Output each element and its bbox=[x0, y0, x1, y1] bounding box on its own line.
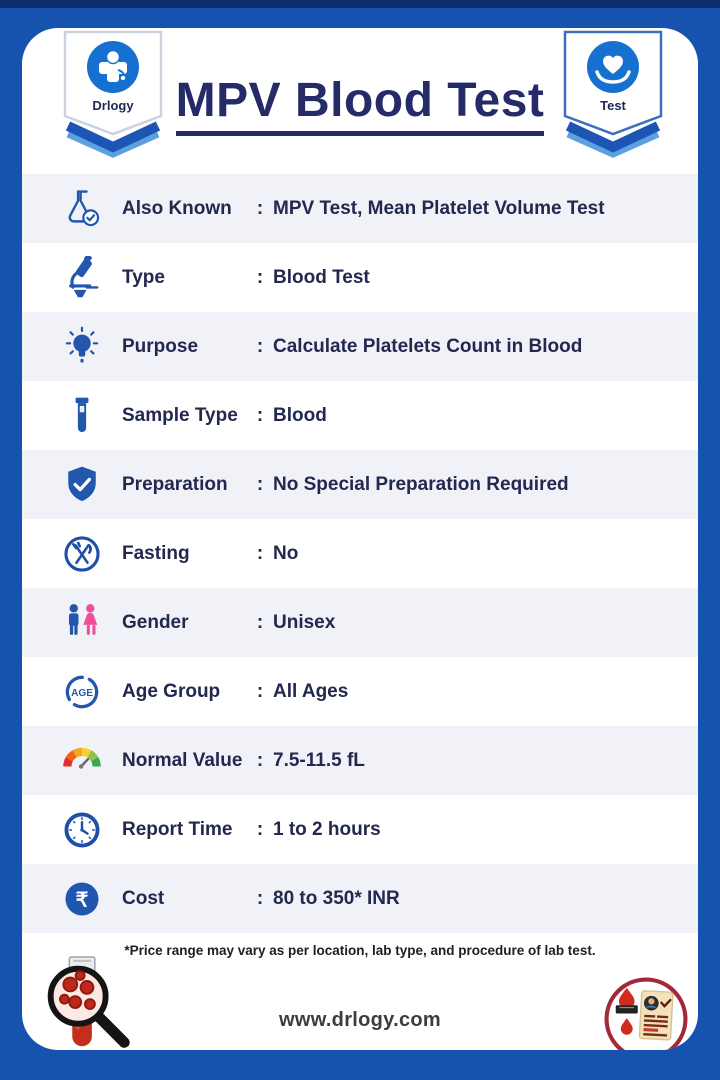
row-sample-type: Sample Type : Blood bbox=[22, 381, 698, 450]
row-value: All Ages bbox=[273, 680, 349, 702]
row-value: 7.5-11.5 fL bbox=[273, 749, 365, 771]
page-title: MPV Blood Test bbox=[175, 75, 545, 137]
row-value: MPV Test, Mean Platelet Volume Test bbox=[273, 197, 605, 219]
row-preparation: Preparation : No Special Preparation Req… bbox=[22, 450, 698, 519]
row-type: Type : Blood Test bbox=[22, 243, 698, 312]
row-gender: Gender : Unisex bbox=[22, 588, 698, 657]
row-value: Calculate Platelets Count in Blood bbox=[273, 335, 583, 357]
test-badge: Test bbox=[560, 30, 666, 166]
row-normal-value: Normal Value : 7.5-11.5 fL bbox=[22, 726, 698, 795]
row-separator: : bbox=[256, 818, 264, 840]
info-rows: Also Known : MPV Test, Mean Platelet Vol… bbox=[22, 174, 698, 967]
hands-holding-heart-icon: Test bbox=[563, 30, 663, 158]
blood-report-badge-icon bbox=[602, 975, 690, 1050]
blood-sample-magnifier-icon bbox=[32, 955, 140, 1050]
row-separator: : bbox=[256, 542, 264, 564]
row-separator: : bbox=[256, 611, 264, 633]
row-separator: : bbox=[256, 197, 264, 219]
row-label: Purpose bbox=[122, 335, 199, 357]
test-tube-icon bbox=[56, 394, 108, 438]
row-value: 80 to 350* INR bbox=[273, 887, 400, 909]
row-value: No bbox=[273, 542, 299, 564]
drlogy-badge-label: Drlogy bbox=[92, 98, 134, 113]
row-label: Type bbox=[122, 266, 165, 288]
no-food-icon bbox=[56, 532, 108, 576]
top-border-strip bbox=[0, 0, 720, 8]
test-badge-label: Test bbox=[600, 98, 626, 113]
svg-text:₹: ₹ bbox=[76, 889, 89, 911]
row-label: Age Group bbox=[122, 680, 221, 702]
row-label: Cost bbox=[122, 887, 165, 909]
age-group-icon: AGE bbox=[56, 670, 108, 714]
row-label: Sample Type bbox=[122, 404, 238, 426]
rupee-icon: ₹ bbox=[56, 877, 108, 921]
row-separator: : bbox=[256, 887, 264, 909]
footer: www.drlogy.com bbox=[22, 956, 698, 1050]
row-purpose: Purpose : Calculate Platelets Count in B… bbox=[22, 312, 698, 381]
drlogy-medical-cross-icon: Drlogy bbox=[63, 30, 163, 158]
row-value: Blood Test bbox=[273, 266, 370, 288]
svg-text:AGE: AGE bbox=[71, 688, 93, 699]
drlogy-logo-badge: Drlogy bbox=[60, 30, 166, 166]
row-separator: : bbox=[256, 473, 264, 495]
row-report-time: Report Time : 1 to 2 hours bbox=[22, 795, 698, 864]
row-value: Blood bbox=[273, 404, 327, 426]
row-also-known: Also Known : MPV Test, Mean Platelet Vol… bbox=[22, 174, 698, 243]
header: Drlogy Test MPV Blood Test bbox=[22, 28, 698, 174]
row-label: Report Time bbox=[122, 818, 233, 840]
website-url: www.drlogy.com bbox=[279, 1009, 441, 1031]
price-disclaimer: *Price range may vary as per location, l… bbox=[22, 933, 698, 967]
row-value: 1 to 2 hours bbox=[273, 818, 381, 840]
row-separator: : bbox=[256, 749, 264, 771]
infographic-card: Drlogy Test MPV Blood Test bbox=[22, 28, 698, 1050]
clock-icon bbox=[56, 808, 108, 852]
row-age-group: AGE Age Group : All Ages bbox=[22, 657, 698, 726]
row-separator: : bbox=[256, 335, 264, 357]
lightbulb-icon bbox=[56, 325, 108, 369]
row-fasting: Fasting : No bbox=[22, 519, 698, 588]
row-cost: ₹ Cost : 80 to 350* INR bbox=[22, 864, 698, 933]
flask-check-icon bbox=[56, 187, 108, 231]
row-separator: : bbox=[256, 404, 264, 426]
row-label: Fasting bbox=[122, 542, 190, 564]
row-separator: : bbox=[256, 266, 264, 288]
row-label: Gender bbox=[122, 611, 189, 633]
row-label: Also Known bbox=[122, 197, 232, 219]
row-label: Preparation bbox=[122, 473, 228, 495]
microscope-icon bbox=[56, 255, 108, 300]
row-value: No Special Preparation Required bbox=[273, 473, 569, 495]
gauge-icon bbox=[56, 739, 108, 783]
row-value: Unisex bbox=[273, 611, 336, 633]
shield-check-icon bbox=[56, 463, 108, 507]
row-label: Normal Value bbox=[122, 749, 243, 771]
gender-icon bbox=[56, 601, 108, 645]
row-separator: : bbox=[256, 680, 264, 702]
